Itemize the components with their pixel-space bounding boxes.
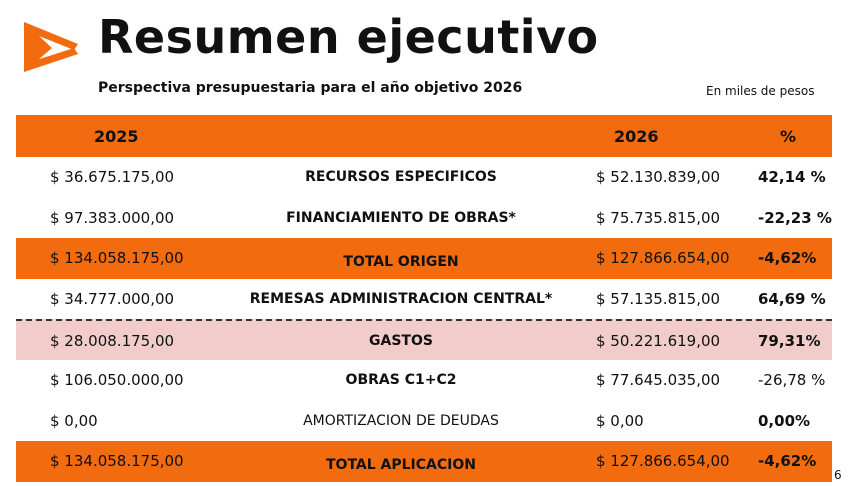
- table-cell: $ 28.008.175,00: [50, 331, 175, 350]
- table-cell: $ 57.135.815,00: [596, 289, 721, 308]
- table-cell: $ 134.058.175,00: [50, 452, 184, 471]
- table-cell: $ 50.221.619,00: [596, 331, 721, 350]
- table-row: $ 28.008.175,00 GASTOS $ 50.221.619,00 79,3…: [16, 319, 832, 360]
- table-row: $ 0,00 AMORTIZACION DE DEUDAS $ 0,00 0,00%: [16, 401, 832, 442]
- table-cell: RECURSOS ESPECIFICOS: [305, 169, 497, 186]
- table-cell: $ 97.383.000,00: [50, 208, 175, 227]
- column-header: %: [780, 126, 797, 146]
- table-cell: -26,78 %: [758, 371, 826, 390]
- table-cell: $ 127.866.654,00: [596, 452, 730, 471]
- table-cell: -4,62%: [758, 249, 817, 268]
- table-cell: FINANCIAMIENTO DE OBRAS*: [286, 209, 516, 226]
- table-cell: TOTAL APLICACION: [326, 457, 476, 474]
- table-row: $ 97.383.000,00 FINANCIAMIENTO DE OBRAS* $…: [16, 198, 832, 239]
- table-cell: $ 36.675.175,00: [50, 168, 175, 187]
- table-cell: $ 75.735.815,00: [596, 208, 721, 227]
- table-cell: 0,00%: [758, 411, 811, 430]
- logo: [24, 22, 78, 72]
- table-row: $ 106.050.000,00 OBRAS C1+C2 $ 77.645.035,…: [16, 360, 832, 401]
- table-cell: $ 134.058.175,00: [50, 249, 184, 268]
- table-cell: $ 0,00: [596, 411, 644, 430]
- table-cell: $ 34.777.000,00: [50, 289, 175, 308]
- table-cell: 79,31%: [758, 331, 821, 350]
- header-row: 2025 2026 %: [16, 115, 832, 157]
- table-row: $ 36.675.175,00 RECURSOS ESPECIFICOS $ 52.…: [16, 157, 832, 198]
- table: 2025 2026 % $ 36.675.175,00 RECURSOS ESPE…: [16, 115, 832, 482]
- table-cell: 42,14 %: [758, 168, 826, 187]
- column-header: 2026: [614, 126, 659, 146]
- subtitle: Perspectiva presupuestaria para el año o…: [98, 80, 523, 96]
- table-cell: $ 127.866.654,00: [596, 249, 730, 268]
- table-row: $ 34.777.000,00 REMESAS ADMINISTRACION CE…: [16, 279, 832, 320]
- table-cell: -22,23 %: [758, 208, 832, 227]
- title: Resumen ejecutivo: [98, 10, 599, 64]
- table-cell: AMORTIZACION DE DEUDAS: [303, 412, 499, 429]
- table-cell: REMESAS ADMINISTRACION CENTRAL*: [249, 290, 553, 307]
- table-cell: GASTOS: [369, 332, 433, 349]
- column-header: 2025: [94, 126, 139, 146]
- table-row: $ 134.058.175,00 TOTAL ORIGEN $ 127.866.65…: [16, 238, 832, 279]
- table-cell: -4,62%: [758, 452, 817, 471]
- table-cell: $ 52.130.839,00: [596, 168, 721, 187]
- units-note: En miles de pesos: [706, 84, 815, 98]
- table-cell: 64,69 %: [758, 289, 826, 308]
- table-cell: TOTAL ORIGEN: [343, 254, 459, 271]
- table-cell: OBRAS C1+C2: [345, 372, 457, 389]
- table-row: $ 134.058.175,00 TOTAL APLICACION $ 127.86…: [16, 441, 832, 482]
- table-cell: $ 77.645.035,00: [596, 371, 721, 390]
- table-cell: $ 106.050.000,00: [50, 371, 184, 390]
- page-number: 6: [834, 468, 842, 482]
- table-cell: $ 0,00: [50, 411, 98, 430]
